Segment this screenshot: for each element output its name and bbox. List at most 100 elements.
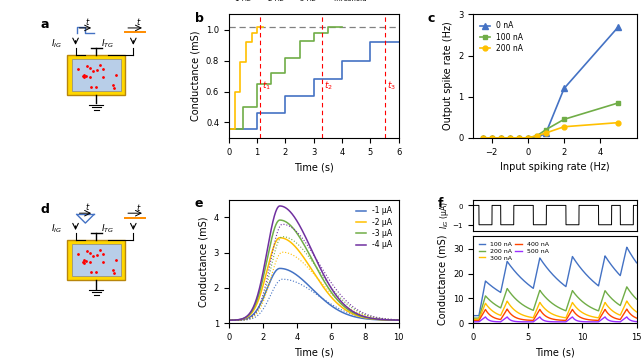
Legend: -1 μA, -2 μA, -3 μA, -4 μA: -1 μA, -2 μA, -3 μA, -4 μA (354, 204, 395, 252)
100 nA (515, 136, 523, 140)
Text: $t_2$: $t_2$ (324, 79, 333, 92)
X-axis label: Input spiking rate (Hz): Input spiking rate (Hz) (500, 162, 610, 172)
Y-axis label: Conductance (mS): Conductance (mS) (438, 234, 448, 325)
Text: t: t (86, 203, 89, 212)
Line: 200 nA: 200 nA (480, 120, 621, 140)
300 nA (604, 304, 611, 308)
300 nA (499, 308, 507, 312)
400 nA (469, 318, 477, 323)
100 nA (633, 261, 640, 265)
Text: a: a (41, 18, 50, 31)
Y-axis label: $I_{IG}$ (μA): $I_{IG}$ (μA) (438, 201, 451, 229)
0 nA (515, 136, 523, 140)
Line: 100 nA: 100 nA (480, 101, 621, 140)
Text: t: t (137, 18, 140, 28)
200 nA (615, 121, 622, 125)
400 nA (592, 318, 599, 322)
200 nA (633, 297, 640, 301)
300 nA (532, 310, 539, 314)
Y-axis label: Conductance (mS): Conductance (mS) (190, 31, 201, 121)
Line: 0 nA: 0 nA (480, 24, 621, 141)
400 nA (623, 307, 631, 311)
300 nA (567, 303, 575, 307)
500 nA (633, 320, 640, 324)
Text: f: f (438, 196, 443, 210)
300 nA (469, 317, 477, 322)
100 nA (560, 117, 568, 121)
Line: 500 nA: 500 nA (473, 317, 637, 322)
100 nA (478, 136, 486, 140)
Text: $t_1$: $t_1$ (262, 79, 271, 92)
100 nA (488, 136, 496, 140)
0 nA (615, 24, 622, 29)
200 nA (497, 136, 505, 140)
Text: $I_{TG}$: $I_{TG}$ (100, 223, 114, 236)
200 nA (542, 131, 550, 135)
500 nA (499, 318, 507, 322)
500 nA (469, 320, 477, 324)
Line: 400 nA: 400 nA (473, 309, 637, 321)
200 nA (604, 292, 611, 296)
Text: $I_{TG}$: $I_{TG}$ (100, 38, 114, 50)
0 nA (506, 136, 514, 140)
0 nA (488, 136, 496, 140)
200 nA (515, 136, 523, 140)
Text: d: d (41, 203, 50, 216)
200 nA (560, 125, 568, 129)
400 nA (604, 311, 611, 315)
Text: b: b (195, 12, 204, 25)
Text: $I_{IG}$: $I_{IG}$ (51, 223, 62, 236)
400 nA (532, 314, 539, 318)
300 nA (592, 315, 599, 320)
Y-axis label: Conductance (mS): Conductance (mS) (198, 216, 208, 307)
200 nA (478, 136, 486, 140)
100 nA (542, 127, 550, 132)
Text: c: c (428, 12, 435, 25)
Legend: 0 nA, 100 nA, 200 nA: 0 nA, 100 nA, 200 nA (477, 18, 526, 56)
Bar (71, 244, 121, 276)
100 nA (575, 265, 583, 269)
0 nA (524, 136, 532, 140)
100 nA (497, 136, 505, 140)
200 nA (592, 307, 599, 312)
500 nA (575, 319, 583, 323)
100 nA (567, 260, 575, 264)
100 nA (524, 136, 532, 140)
300 nA (575, 308, 583, 313)
0 nA (497, 136, 505, 140)
X-axis label: Time (s): Time (s) (294, 162, 334, 172)
200 nA (499, 299, 507, 303)
Bar (68, 55, 125, 95)
500 nA (532, 318, 539, 322)
400 nA (633, 316, 640, 320)
Y-axis label: Output spike rate (Hz): Output spike rate (Hz) (443, 22, 453, 130)
Line: 100 nA: 100 nA (473, 247, 637, 316)
Bar (68, 241, 125, 280)
100 nA (506, 136, 514, 140)
Legend: 1 Hz, 2 Hz, 5 Hz, Threshold: 1 Hz, 2 Hz, 5 Hz, Threshold (219, 0, 369, 5)
200 nA (575, 297, 583, 301)
400 nA (567, 309, 575, 313)
200 nA (623, 285, 631, 289)
Bar (71, 59, 121, 91)
200 nA (506, 136, 514, 140)
200 nA (488, 136, 496, 140)
500 nA (592, 320, 599, 324)
200 nA (532, 300, 539, 305)
200 nA (524, 136, 532, 140)
Text: $t_3$: $t_3$ (386, 79, 395, 92)
500 nA (604, 317, 611, 322)
200 nA (469, 316, 477, 320)
300 nA (623, 299, 631, 303)
500 nA (623, 315, 631, 319)
100 nA (469, 313, 477, 318)
Text: $I_{IG}$: $I_{IG}$ (51, 38, 62, 50)
400 nA (575, 315, 583, 319)
400 nA (499, 313, 507, 318)
Line: 200 nA: 200 nA (473, 287, 637, 318)
200 nA (533, 134, 541, 138)
0 nA (542, 131, 550, 135)
Legend: 100 nA, 200 nA, 300 nA, 400 nA, 500 nA: 100 nA, 200 nA, 300 nA, 400 nA, 500 nA (476, 239, 551, 263)
X-axis label: Time (s): Time (s) (294, 348, 334, 357)
100 nA (604, 258, 611, 262)
